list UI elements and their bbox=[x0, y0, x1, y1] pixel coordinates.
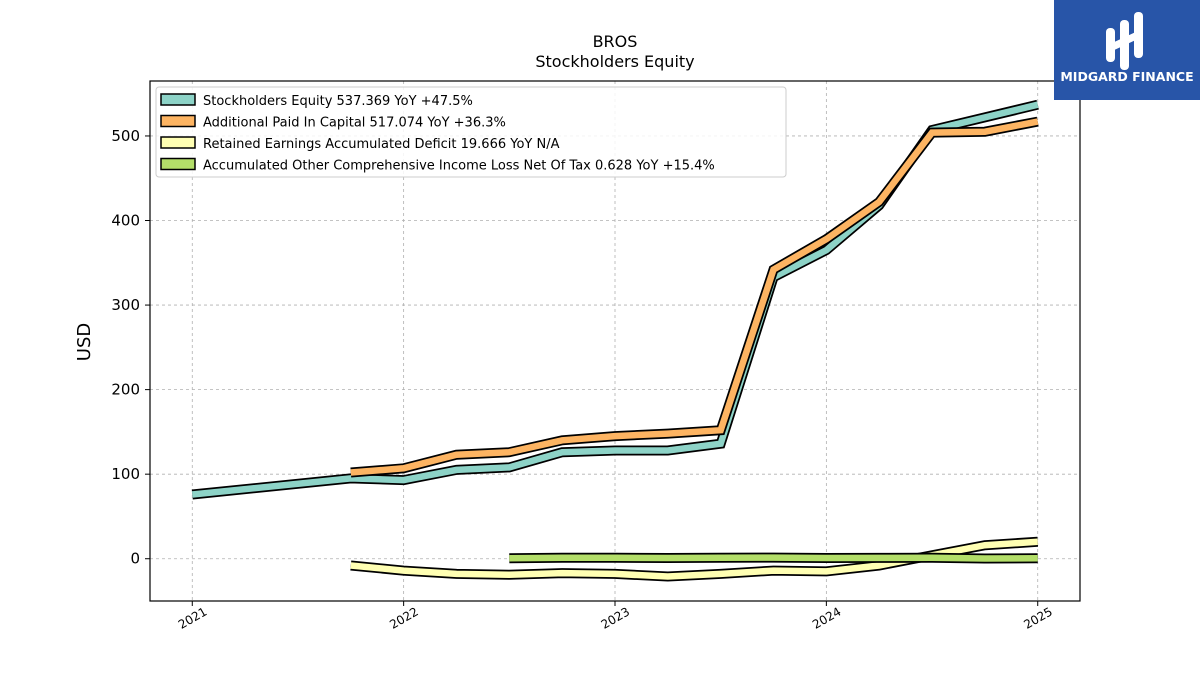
legend-entry: Additional Paid In Capital 517.074 YoY +… bbox=[203, 116, 506, 131]
y-tick-label: 100 bbox=[111, 465, 140, 483]
chart-subtitle: Stockholders Equity bbox=[535, 52, 695, 71]
y-tick-label: 200 bbox=[111, 381, 140, 399]
x-tick-label: 2025 bbox=[1021, 604, 1054, 631]
y-tick-label: 500 bbox=[111, 127, 140, 145]
legend-swatch bbox=[160, 114, 196, 128]
y-axis-label: USD bbox=[74, 323, 95, 361]
legend-entry: Retained Earnings Accumulated Deficit 19… bbox=[203, 137, 560, 152]
series-line bbox=[350, 118, 1039, 476]
legend-box bbox=[155, 86, 787, 178]
legend-swatch bbox=[160, 157, 196, 171]
x-tick-label: 2022 bbox=[387, 604, 420, 631]
legend-swatch bbox=[160, 136, 196, 149]
x-tick-label: 2021 bbox=[176, 604, 209, 631]
logo-mark-icon: MIDGARD FINANCE bbox=[1054, 0, 1200, 100]
series-layer bbox=[191, 99, 1039, 582]
series-line bbox=[509, 554, 1038, 562]
x-tick-label: 2023 bbox=[599, 604, 632, 631]
y-tick-label: 0 bbox=[130, 550, 140, 568]
legend-swatch bbox=[160, 93, 196, 106]
brand-logo: MIDGARD FINANCE bbox=[1054, 0, 1200, 100]
x-tick-label: 2024 bbox=[810, 604, 843, 631]
legend-entry: Accumulated Other Comprehensive Income L… bbox=[203, 159, 715, 174]
y-tick-label: 300 bbox=[111, 296, 140, 314]
x-axis: 2021 2022 2023 2024 2025 bbox=[176, 601, 1055, 632]
grid bbox=[150, 81, 1080, 601]
legend: Stockholders Equity 537.369 YoY +47.5% Ad… bbox=[155, 86, 787, 178]
brand-name: MIDGARD FINANCE bbox=[1060, 69, 1193, 84]
chart-title: BROS bbox=[592, 32, 638, 51]
y-tick-label: 400 bbox=[111, 212, 140, 230]
legend-entry: Stockholders Equity 537.369 YoY +47.5% bbox=[203, 94, 473, 109]
y-axis: 0 100 200 300 400 500 bbox=[111, 127, 150, 568]
